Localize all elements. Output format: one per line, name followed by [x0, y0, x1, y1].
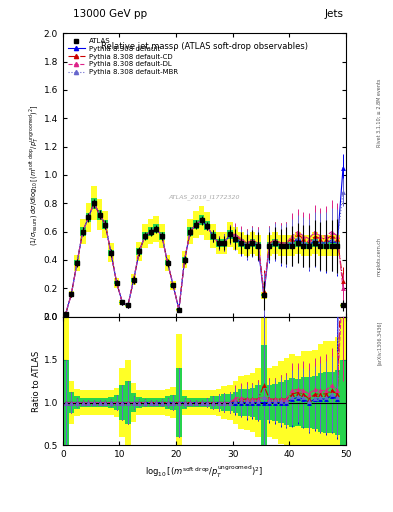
- Text: ATLAS_2019_I1772320: ATLAS_2019_I1772320: [169, 195, 240, 201]
- X-axis label: $\log_{10}[(m^{\rm soft\ drop}/p_T^{\rm ungroomed})^2]$: $\log_{10}[(m^{\rm soft\ drop}/p_T^{\rm …: [145, 463, 263, 480]
- Y-axis label: Ratio to ATLAS: Ratio to ATLAS: [32, 350, 41, 412]
- Text: [arXiv:1306.3436]: [arXiv:1306.3436]: [377, 321, 382, 365]
- Legend: ATLAS, Pythia 8.308 default, Pythia 8.308 default-CD, Pythia 8.308 default-DL, P: ATLAS, Pythia 8.308 default, Pythia 8.30…: [66, 37, 179, 76]
- Text: 13000 GeV pp: 13000 GeV pp: [73, 9, 147, 19]
- Text: mcplots.cern.ch: mcplots.cern.ch: [377, 237, 382, 275]
- Text: Jets: Jets: [325, 9, 344, 19]
- Text: Rivet 3.1.10; ≥ 2.8M events: Rivet 3.1.10; ≥ 2.8M events: [377, 78, 382, 147]
- Y-axis label: $(1/\sigma_{\rm resum})$ $d\sigma/d\log_{10}[(m^{\rm soft\ drop}/p_T^{\rm ungroo: $(1/\sigma_{\rm resum})$ $d\sigma/d\log_…: [28, 104, 41, 246]
- Text: Relative jet massρ (ATLAS soft-drop observables): Relative jet massρ (ATLAS soft-drop obse…: [101, 42, 308, 51]
